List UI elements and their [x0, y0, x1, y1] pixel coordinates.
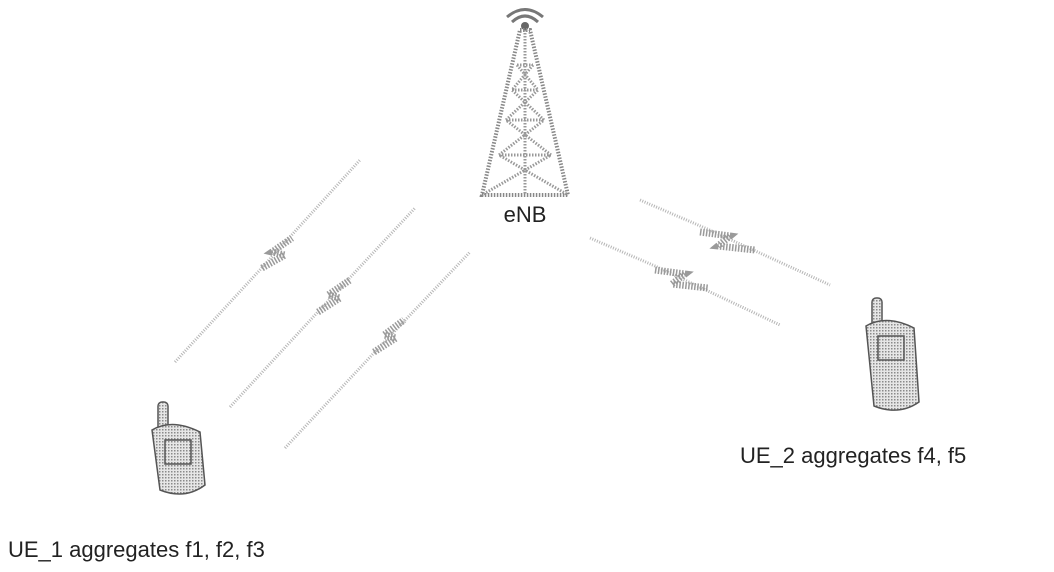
ue1-label: UE_1 aggregates f1, f2, f3 [8, 537, 265, 562]
ue1-phone [152, 402, 205, 494]
enb-label: eNB [504, 202, 547, 227]
ue2-phone [866, 298, 919, 410]
enb-tower [482, 10, 568, 196]
diagram: eNB UE_1 aggregates f1, f2, f3 UE_2 aggr… [0, 0, 1054, 572]
ue2-links [590, 200, 830, 325]
ue1-links [175, 160, 470, 448]
ue2-label: UE_2 aggregates f4, f5 [740, 443, 966, 468]
